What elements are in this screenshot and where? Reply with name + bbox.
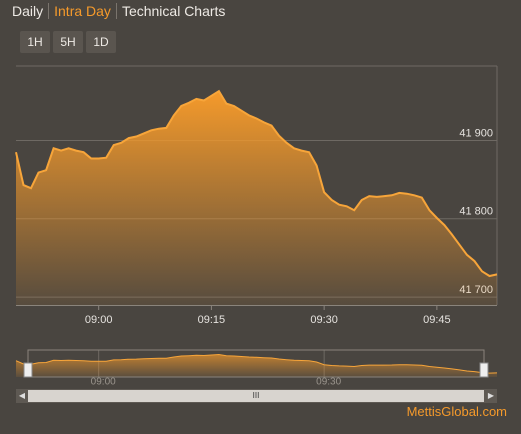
scroll-right[interactable]: ▶	[488, 391, 495, 400]
y-tick-label: 41 800	[459, 206, 493, 218]
line	[15, 353, 498, 374]
tab[interactable]: Technical Charts	[121, 3, 226, 19]
tab[interactable]: Daily	[12, 3, 44, 19]
area	[16, 354, 497, 377]
x-tick-label: 09:00	[85, 314, 113, 326]
navigator-handle[interactable]	[479, 362, 489, 378]
tabs: Daily Intra Day Technical Charts	[8, 3, 229, 19]
y-tick-label: 41 900	[459, 127, 493, 139]
scroll-left[interactable]: ◀	[19, 391, 26, 400]
range-button[interactable]: 5H	[53, 31, 83, 53]
scroll-grip[interactable]: III	[253, 391, 260, 400]
navigator-series: 09:00 09:30	[15, 350, 498, 388]
range-button[interactable]: 1D	[86, 31, 116, 53]
tab[interactable]: Intra Day	[54, 3, 111, 19]
navigator-label: 09:30	[316, 377, 341, 388]
credits[interactable]: MettisGlobal.com	[406, 404, 507, 419]
x-tick-label: 09:45	[423, 314, 451, 326]
scrollbar-thumb[interactable]	[28, 390, 484, 402]
x-tick-label: 09:15	[198, 314, 226, 326]
navigator-handle[interactable]	[23, 362, 33, 378]
range-buttons: 1H 5H 1D	[20, 31, 119, 53]
range-button[interactable]: 1H	[20, 31, 50, 53]
area	[16, 91, 497, 305]
navigator-label: 09:00	[91, 377, 116, 388]
x-tick-label: 09:30	[310, 314, 338, 326]
line	[15, 89, 498, 278]
